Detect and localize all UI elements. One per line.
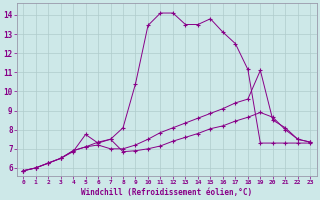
X-axis label: Windchill (Refroidissement éolien,°C): Windchill (Refroidissement éolien,°C) xyxy=(81,188,252,197)
